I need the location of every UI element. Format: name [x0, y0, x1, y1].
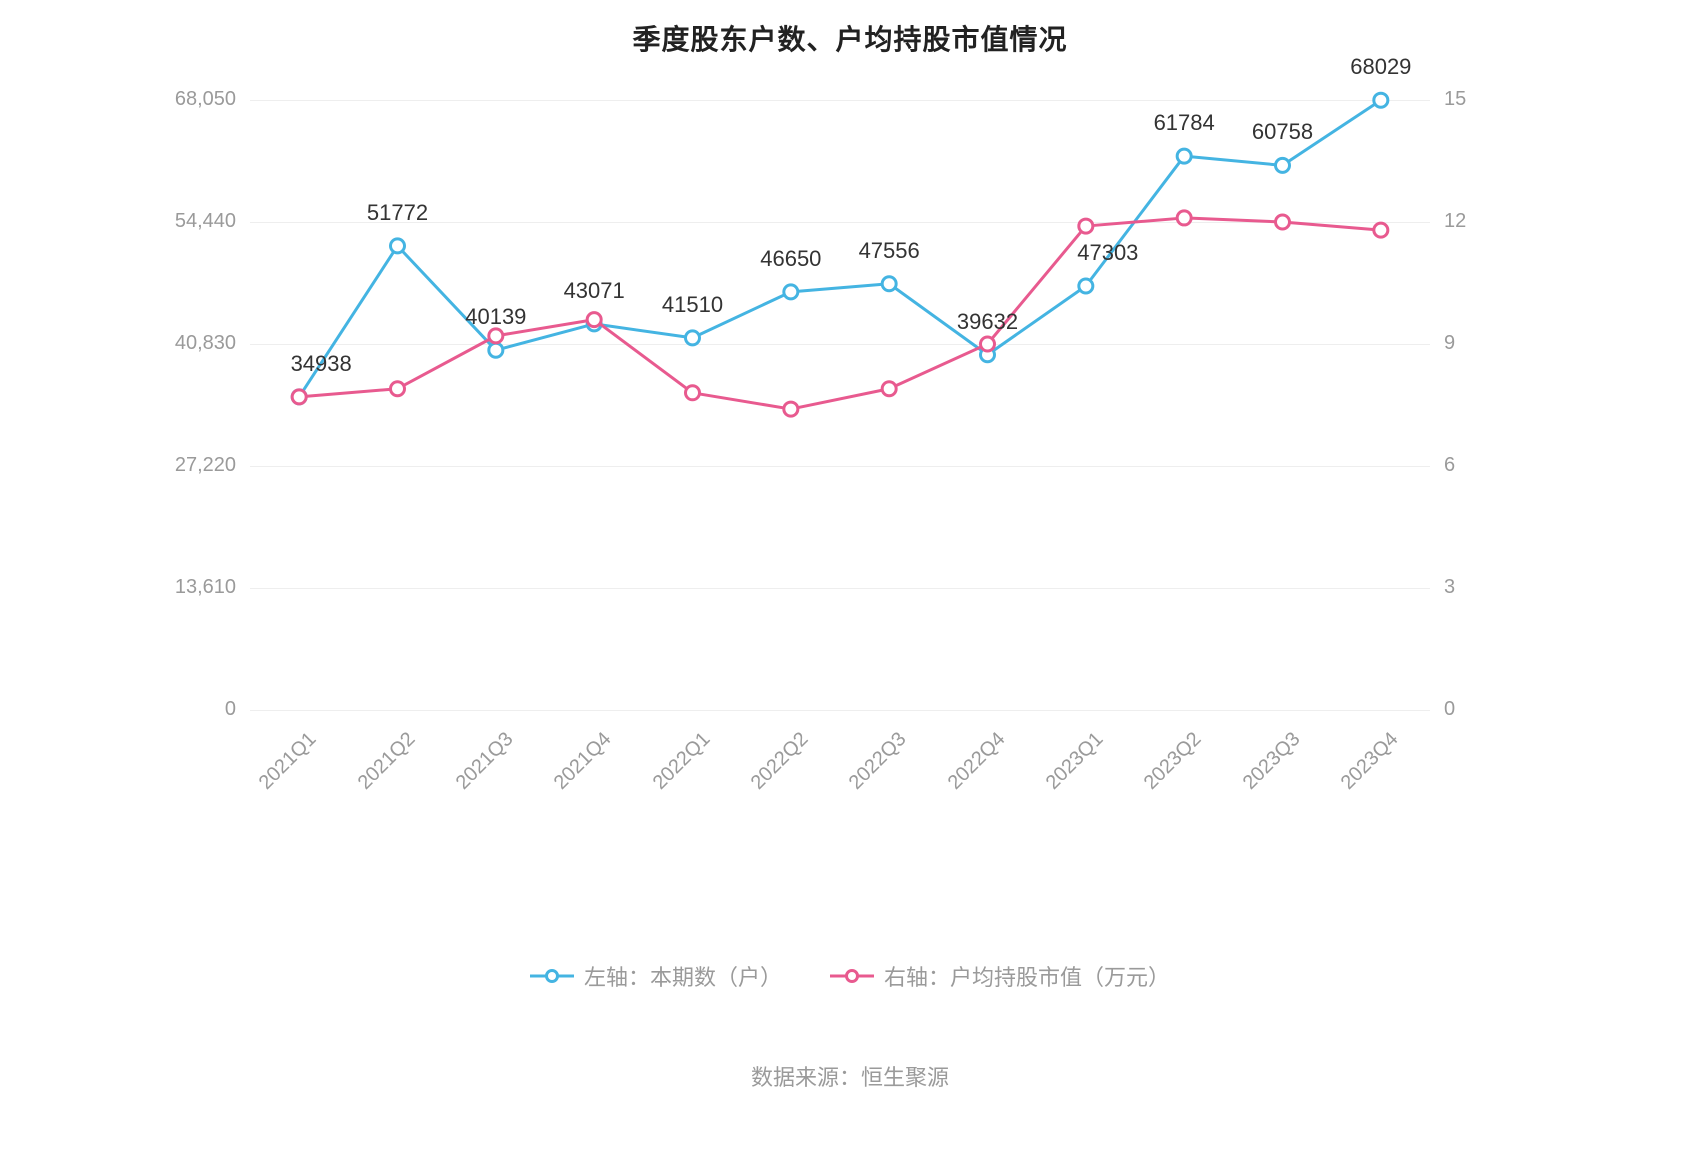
y-right-tick-label: 0: [1444, 698, 1455, 721]
legend-item: 右轴：户均持股市值（万元）: [830, 960, 1170, 992]
x-tick-label: 2021Q3: [452, 728, 519, 795]
x-tick-label: 2023Q1: [1042, 728, 1109, 795]
y-left-tick-label: 27,220: [175, 454, 236, 477]
series-marker-avg_value: [489, 329, 503, 343]
series-marker-avg_value: [686, 386, 700, 400]
x-tick-label: 2023Q4: [1337, 728, 1404, 795]
chart-plot-area: 0013,610327,220640,830954,4401268,050152…: [250, 100, 1430, 710]
x-tick-label: 2021Q2: [353, 728, 420, 795]
data-label: 34938: [291, 351, 352, 377]
data-label: 61784: [1154, 110, 1215, 136]
data-label: 68029: [1350, 54, 1411, 80]
x-tick-label: 2023Q3: [1238, 728, 1305, 795]
legend-marker-icon: [830, 966, 874, 986]
data-label: 60758: [1252, 119, 1313, 145]
series-marker-avg_value: [1079, 219, 1093, 233]
legend-label: 右轴：户均持股市值（万元）: [884, 960, 1170, 992]
chart-svg: [250, 100, 1430, 710]
series-marker-avg_value: [981, 337, 995, 351]
data-label: 47303: [1077, 240, 1138, 266]
series-marker-shareholders: [1374, 93, 1388, 107]
data-label: 51772: [367, 200, 428, 226]
series-marker-avg_value: [1177, 211, 1191, 225]
data-label: 43071: [564, 278, 625, 304]
page: 季度股东户数、户均持股市值情况 0013,610327,220640,83095…: [0, 0, 1700, 1150]
x-tick-label: 2022Q1: [648, 728, 715, 795]
series-marker-avg_value: [391, 382, 405, 396]
chart-source: 数据来源：恒生聚源: [0, 1060, 1700, 1092]
chart-title: 季度股东户数、户均持股市值情况: [0, 18, 1700, 58]
series-marker-shareholders: [1079, 279, 1093, 293]
source-value: 恒生聚源: [861, 1065, 949, 1090]
series-marker-avg_value: [587, 313, 601, 327]
x-tick-label: 2022Q4: [943, 728, 1010, 795]
series-marker-shareholders: [1177, 149, 1191, 163]
y-right-tick-label: 12: [1444, 210, 1466, 233]
x-tick-label: 2022Q3: [845, 728, 912, 795]
series-marker-avg_value: [1374, 223, 1388, 237]
series-line-shareholders: [299, 100, 1381, 397]
legend-item: 左轴：本期数（户）: [530, 960, 782, 992]
series-marker-shareholders: [391, 239, 405, 253]
y-right-tick-label: 9: [1444, 332, 1455, 355]
x-tick-label: 2023Q2: [1140, 728, 1207, 795]
source-label: 数据来源：: [751, 1065, 861, 1090]
data-label: 39632: [957, 309, 1018, 335]
gridline: [250, 710, 1430, 711]
series-marker-avg_value: [292, 390, 306, 404]
x-tick-label: 2022Q2: [747, 728, 814, 795]
data-label: 41510: [662, 292, 723, 318]
series-marker-avg_value: [882, 382, 896, 396]
y-left-tick-label: 54,440: [175, 210, 236, 233]
chart-legend: 左轴：本期数（户） 右轴：户均持股市值（万元）: [0, 960, 1700, 992]
series-marker-shareholders: [686, 331, 700, 345]
data-label: 40139: [465, 304, 526, 330]
legend-marker-icon: [530, 966, 574, 986]
legend-label: 左轴：本期数（户）: [584, 960, 782, 992]
series-marker-shareholders: [489, 343, 503, 357]
x-tick-label: 2021Q1: [255, 728, 322, 795]
series-marker-shareholders: [882, 277, 896, 291]
data-label: 46650: [760, 246, 821, 272]
y-left-tick-label: 40,830: [175, 332, 236, 355]
series-marker-avg_value: [784, 402, 798, 416]
series-marker-shareholders: [784, 285, 798, 299]
y-right-tick-label: 6: [1444, 454, 1455, 477]
x-tick-label: 2021Q4: [550, 728, 617, 795]
y-left-tick-label: 13,610: [175, 576, 236, 599]
y-right-tick-label: 15: [1444, 88, 1466, 111]
y-right-tick-label: 3: [1444, 576, 1455, 599]
y-left-tick-label: 68,050: [175, 88, 236, 111]
data-label: 47556: [859, 238, 920, 264]
y-left-tick-label: 0: [225, 698, 236, 721]
series-marker-shareholders: [1276, 158, 1290, 172]
series-marker-avg_value: [1276, 215, 1290, 229]
